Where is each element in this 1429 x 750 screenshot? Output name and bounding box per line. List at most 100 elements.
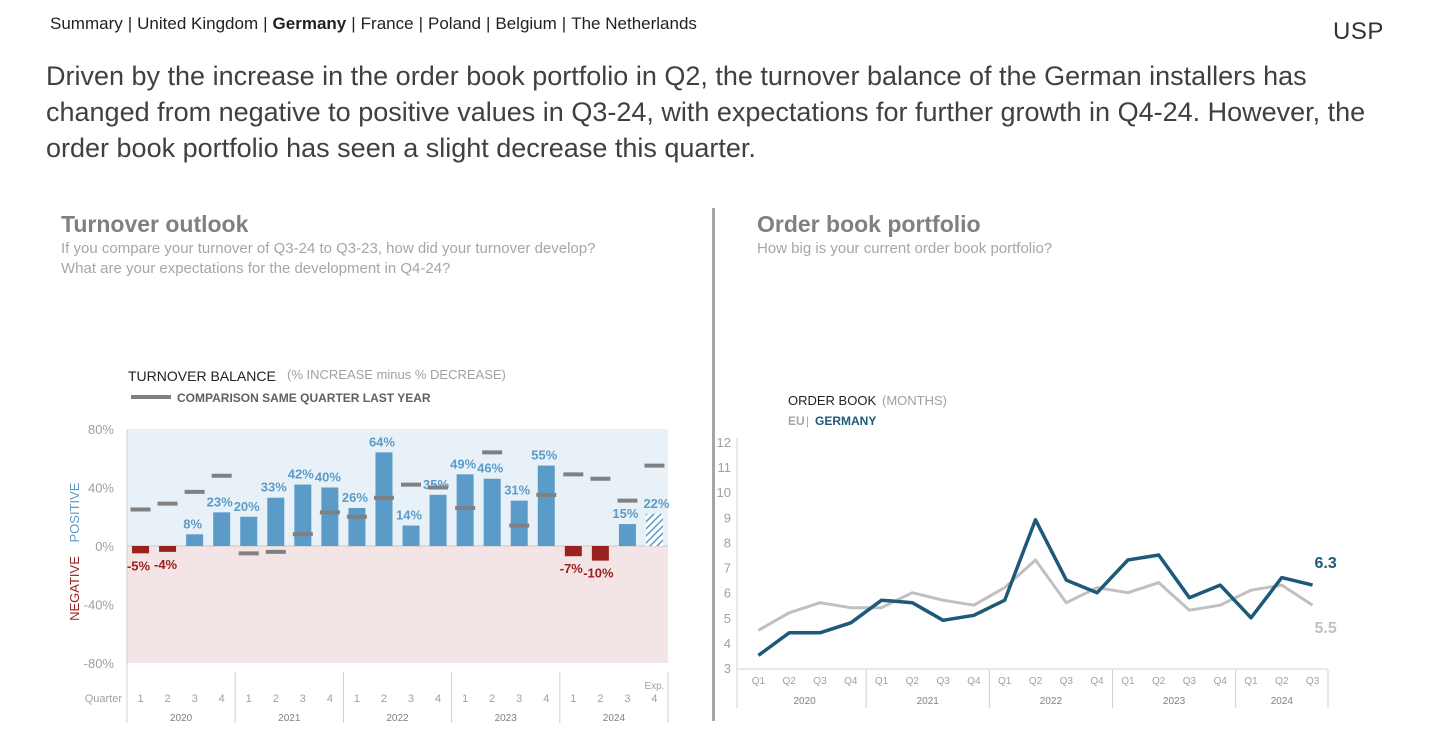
turnover-value-label: 14% bbox=[396, 508, 422, 523]
order-book-subtitle: How big is your current order book portf… bbox=[757, 240, 1053, 257]
quarter-tick-label: Q1 bbox=[1244, 676, 1258, 687]
order-book-chart-title-note: (MONTHS) bbox=[882, 393, 947, 408]
turnover-value-label: 23% bbox=[207, 494, 233, 509]
nav-link-the-netherlands[interactable]: The Netherlands bbox=[571, 14, 697, 33]
quarter-tick-label: 2 bbox=[489, 693, 495, 705]
eu-series-line bbox=[757, 558, 1314, 632]
quarter-tick-label: 4 bbox=[651, 693, 657, 705]
negative-zone bbox=[127, 546, 668, 663]
turnover-outlook-subtitle: If you compare your turnover of Q3-24 to… bbox=[61, 239, 681, 279]
x-axis-title: Quarter bbox=[85, 693, 123, 705]
quarter-tick-label: Q2 bbox=[1029, 676, 1043, 687]
y-tick-label: 9 bbox=[724, 510, 731, 525]
year-label: 2021 bbox=[917, 696, 940, 707]
quarter-tick-label: Q3 bbox=[1060, 676, 1074, 687]
quarter-tick-label: Q2 bbox=[783, 676, 797, 687]
turnover-bar bbox=[402, 525, 420, 546]
turnover-bar bbox=[510, 500, 528, 546]
turnover-value-label: 22% bbox=[643, 496, 669, 511]
usp-logo: USP bbox=[1333, 18, 1384, 45]
quarter-tick-label: 3 bbox=[516, 693, 522, 705]
year-label: 2021 bbox=[278, 713, 301, 724]
year-label: 2022 bbox=[386, 713, 409, 724]
y-tick-label: 4 bbox=[724, 636, 731, 651]
nav-link-germany[interactable]: Germany bbox=[272, 14, 347, 33]
turnover-value-label: -4% bbox=[154, 557, 178, 572]
quarter-tick-label: Q3 bbox=[1306, 676, 1320, 687]
y-tick-label: 3 bbox=[724, 661, 731, 676]
nav-link-summary[interactable]: Summary bbox=[50, 14, 123, 33]
quarter-tick-label: Q4 bbox=[1214, 676, 1228, 687]
quarter-tick-label: Q2 bbox=[1275, 676, 1289, 687]
panel-divider bbox=[712, 208, 715, 721]
turnover-value-label: 8% bbox=[183, 516, 202, 531]
turnover-value-label: 49% bbox=[450, 456, 476, 471]
quarter-tick-label: Q1 bbox=[875, 676, 889, 687]
quarter-tick-label: Q1 bbox=[752, 676, 766, 687]
turnover-bar bbox=[591, 546, 609, 561]
quarter-tick-label: Q2 bbox=[906, 676, 920, 687]
turnover-value-label: 20% bbox=[234, 499, 260, 514]
turnover-chart-title-note: (% INCREASE minus % DECREASE) bbox=[287, 367, 506, 382]
quarter-tick-label: 3 bbox=[408, 693, 414, 705]
quarter-tick-label: 2 bbox=[273, 693, 279, 705]
order-book-chart-title: ORDER BOOK bbox=[788, 393, 876, 408]
nav-link-poland[interactable]: Poland bbox=[428, 14, 481, 33]
nav-link-belgium[interactable]: Belgium bbox=[495, 14, 557, 33]
turnover-value-label: 15% bbox=[612, 506, 638, 521]
turnover-bar bbox=[159, 546, 177, 552]
turnover-value-label: -7% bbox=[560, 561, 584, 576]
turnover-value-label: 33% bbox=[261, 480, 287, 495]
quarter-tick-label: Q4 bbox=[967, 676, 981, 687]
year-label: 2022 bbox=[1040, 696, 1063, 707]
nav-separator: | bbox=[127, 14, 133, 33]
quarter-tick-label: 1 bbox=[570, 693, 576, 705]
turnover-bar bbox=[132, 546, 150, 554]
turnover-value-label: -10% bbox=[583, 566, 614, 581]
quarter-tick-label: Q1 bbox=[998, 676, 1012, 687]
comparison-legend-label: COMPARISON SAME QUARTER LAST YEAR bbox=[177, 391, 431, 405]
turnover-bar bbox=[483, 478, 501, 546]
turnover-value-label: -5% bbox=[127, 558, 151, 573]
year-label: 2020 bbox=[170, 713, 193, 724]
quarter-tick-label: 3 bbox=[192, 693, 198, 705]
order-book-title: Order book portfolio bbox=[757, 211, 981, 237]
expectation-tick-label: Exp. bbox=[644, 681, 664, 692]
quarter-tick-label: Q3 bbox=[936, 676, 950, 687]
nav-link-united-kingdom[interactable]: United Kingdom bbox=[137, 14, 259, 33]
turnover-bar bbox=[267, 497, 285, 546]
y-tick-label: 12 bbox=[717, 435, 731, 450]
nav-separator: | bbox=[351, 14, 356, 33]
turnover-value-label: 46% bbox=[477, 461, 503, 476]
turnover-bar bbox=[213, 512, 231, 546]
turnover-value-label: 55% bbox=[531, 448, 557, 463]
quarter-tick-label: 2 bbox=[381, 693, 387, 705]
country-nav: Summary | United Kingdom | Germany | France | Po… bbox=[50, 14, 697, 34]
turnover-bar bbox=[429, 494, 447, 546]
quarter-tick-label: 1 bbox=[354, 693, 360, 705]
quarter-tick-label: 3 bbox=[624, 693, 630, 705]
legend-eu: EU bbox=[788, 414, 805, 428]
y-tick-label: 10 bbox=[717, 485, 731, 500]
turnover-value-label: 31% bbox=[504, 483, 530, 498]
germany-series-line bbox=[757, 518, 1314, 657]
quarter-tick-label: 2 bbox=[165, 693, 171, 705]
year-label: 2023 bbox=[495, 713, 518, 724]
positive-label: POSITIVE bbox=[67, 482, 82, 542]
y-tick-label: 40% bbox=[88, 481, 114, 496]
quarter-tick-label: 1 bbox=[137, 693, 143, 705]
year-label: 2024 bbox=[1271, 696, 1294, 707]
turnover-bar bbox=[537, 465, 555, 546]
nav-link-france[interactable]: France bbox=[360, 14, 414, 33]
quarter-tick-label: 3 bbox=[300, 693, 306, 705]
quarter-tick-label: 4 bbox=[327, 693, 333, 705]
turnover-question-1: If you compare your turnover of Q3-24 to… bbox=[61, 240, 596, 257]
turnover-outlook-title: Turnover outlook bbox=[61, 211, 249, 237]
turnover-bar bbox=[564, 546, 582, 557]
quarter-tick-label: 4 bbox=[435, 693, 441, 705]
nav-separator: | bbox=[561, 14, 567, 33]
year-label: 2024 bbox=[603, 713, 626, 724]
nav-separator: | bbox=[418, 14, 424, 33]
